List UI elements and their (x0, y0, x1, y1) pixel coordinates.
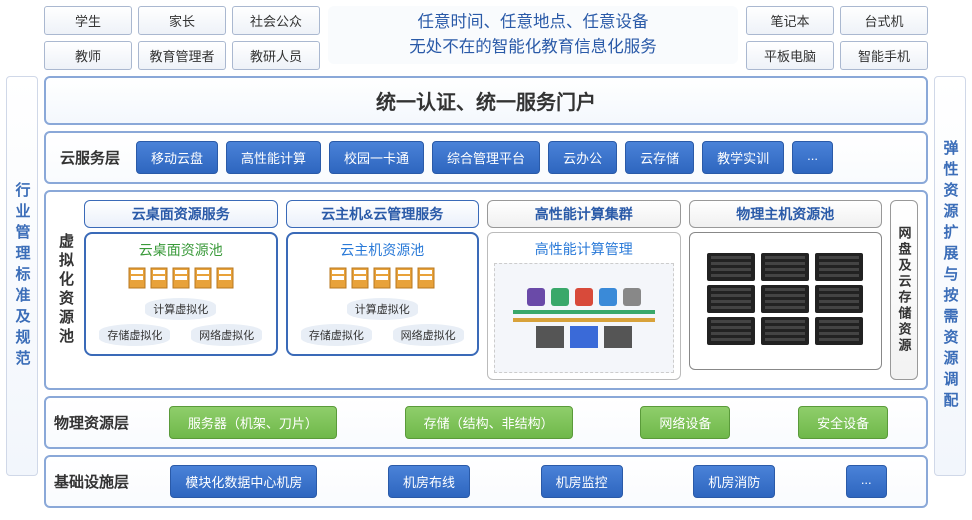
pool-header: 高性能计算集群 (487, 200, 681, 228)
pool-subtitle: 云主机资源池 (294, 240, 472, 260)
chip: 高性能计算 (226, 141, 321, 174)
server-icon (350, 264, 370, 292)
layer-title: 物理资源层 (54, 412, 129, 433)
layer-title: 云服务层 (54, 147, 126, 168)
desktop-pool-col: 云桌面资源服务 云桌面资源池 计算虚拟化 存储虚拟化 网络虚拟化 (84, 200, 278, 380)
pool-subtitle: 高性能计算管理 (494, 239, 674, 259)
rack-icon (707, 317, 755, 345)
cloud-tag: 存储虚拟化 (99, 324, 170, 346)
portal-banner: 统一认证、统一服务门户 (44, 76, 928, 125)
chip: 机房监控 (541, 465, 623, 498)
chip: 网络设备 (640, 406, 730, 439)
host-pool-col: 云主机&云管理服务 云主机资源池 计算虚拟化 存储虚拟化 网络虚拟化 (286, 200, 480, 380)
role-pill: 教研人员 (232, 41, 320, 70)
left-sidebar: 行业管理标准及规范 (6, 76, 38, 476)
server-icon (193, 264, 213, 292)
rack-icon (761, 285, 809, 313)
rack-icon (815, 285, 863, 313)
chip: 移动云盘 (136, 141, 218, 174)
cloud-tag: 网络虚拟化 (393, 324, 464, 346)
chip: 校园一卡通 (329, 141, 424, 174)
virt-layer-title: 虚拟化资源池 (54, 200, 76, 380)
device-pill: 笔记本 (746, 6, 834, 35)
role-pill: 教育管理者 (138, 41, 226, 70)
role-pill: 家长 (138, 6, 226, 35)
server-icons (294, 264, 472, 292)
cloud-tag: 存储虚拟化 (301, 324, 372, 346)
cloud-tag: 网络虚拟化 (191, 324, 262, 346)
virtualization-layer: 虚拟化资源池 云桌面资源服务 云桌面资源池 计算虚拟化 存储虚拟化 (44, 190, 928, 390)
chip: 机房布线 (388, 465, 470, 498)
rack-icon (707, 285, 755, 313)
server-icon (372, 264, 392, 292)
server-icon (328, 264, 348, 292)
chip: ... (792, 141, 833, 174)
pool-header: 物理主机资源池 (689, 200, 883, 228)
chip: 存储（结构、非结构） (405, 406, 573, 439)
top-row: 学生 家长 社会公众 教师 教育管理者 教研人员 任意时间、任意地点、任意设备 … (44, 6, 928, 70)
pool-header: 云桌面资源服务 (84, 200, 278, 228)
server-icon (149, 264, 169, 292)
device-group: 笔记本 台式机 平板电脑 智能手机 (746, 6, 928, 70)
main-content: 学生 家长 社会公众 教师 教育管理者 教研人员 任意时间、任意地点、任意设备 … (44, 6, 928, 514)
chip: 云存储 (625, 141, 694, 174)
cloud-service-layer: 云服务层 移动云盘 高性能计算 校园一卡通 综合管理平台 云办公 云存储 教学实… (44, 131, 928, 184)
physical-resource-layer: 物理资源层 服务器（机架、刀片） 存储（结构、非结构） 网络设备 安全设备 (44, 396, 928, 449)
role-pill: 学生 (44, 6, 132, 35)
chip: 安全设备 (798, 406, 888, 439)
server-icons (92, 264, 270, 292)
cloud-tag: 计算虚拟化 (347, 298, 418, 320)
hpc-diagram (494, 263, 674, 373)
chip: ... (846, 465, 887, 498)
server-icon (394, 264, 414, 292)
rack-icon (761, 253, 809, 281)
server-icon (171, 264, 191, 292)
headline-1: 任意时间、任意地点、任意设备 (332, 10, 734, 35)
headline-2: 无处不在的智能化教育信息化服务 (332, 35, 734, 60)
server-icon (127, 264, 147, 292)
hpc-col: 高性能计算集群 高性能计算管理 (487, 200, 681, 380)
chip: 云办公 (548, 141, 617, 174)
infra-chips: 模块化数据中心机房 机房布线 机房监控 机房消防 ... (139, 465, 918, 498)
device-pill: 平板电脑 (746, 41, 834, 70)
disk-storage-col: 网盘及云存储资源 (890, 200, 918, 380)
chip: 机房消防 (693, 465, 775, 498)
pool-header: 云主机&云管理服务 (286, 200, 480, 228)
cloud-service-chips: 移动云盘 高性能计算 校园一卡通 综合管理平台 云办公 云存储 教学实训 ... (136, 141, 918, 174)
server-icon (215, 264, 235, 292)
server-icon (416, 264, 436, 292)
role-pill: 社会公众 (232, 6, 320, 35)
rack-icon (815, 253, 863, 281)
user-roles-group: 学生 家长 社会公众 教师 教育管理者 教研人员 (44, 6, 320, 70)
chip: 服务器（机架、刀片） (169, 406, 337, 439)
chip: 教学实训 (702, 141, 784, 174)
layer-title: 基础设施层 (54, 471, 129, 492)
pool-subtitle: 云桌面资源池 (92, 240, 270, 260)
infrastructure-layer: 基础设施层 模块化数据中心机房 机房布线 机房监控 机房消防 ... (44, 455, 928, 508)
cloud-tag: 计算虚拟化 (145, 298, 216, 320)
physical-pool-col: 物理主机资源池 (689, 200, 883, 380)
rack-icon (761, 317, 809, 345)
chip: 综合管理平台 (432, 141, 540, 174)
device-pill: 智能手机 (840, 41, 928, 70)
rack-icon (815, 317, 863, 345)
device-pill: 台式机 (840, 6, 928, 35)
chip: 模块化数据中心机房 (170, 465, 317, 498)
right-sidebar: 弹性资源扩展与按需资源调配 (934, 76, 966, 476)
role-pill: 教师 (44, 41, 132, 70)
headline: 任意时间、任意地点、任意设备 无处不在的智能化教育信息化服务 (328, 6, 738, 64)
phys-chips: 服务器（机架、刀片） 存储（结构、非结构） 网络设备 安全设备 (139, 406, 918, 439)
rack-icon (707, 253, 755, 281)
